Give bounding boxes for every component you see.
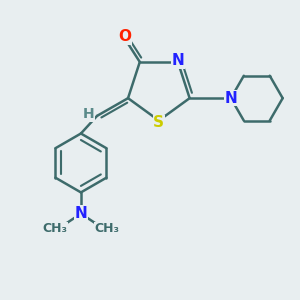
Text: N: N bbox=[224, 91, 237, 106]
Text: N: N bbox=[172, 53, 184, 68]
Text: O: O bbox=[118, 29, 132, 44]
Text: H: H bbox=[82, 107, 94, 122]
Text: CH₃: CH₃ bbox=[94, 222, 119, 236]
Text: N: N bbox=[74, 206, 87, 221]
Text: CH₃: CH₃ bbox=[43, 222, 68, 236]
Text: S: S bbox=[153, 116, 164, 130]
